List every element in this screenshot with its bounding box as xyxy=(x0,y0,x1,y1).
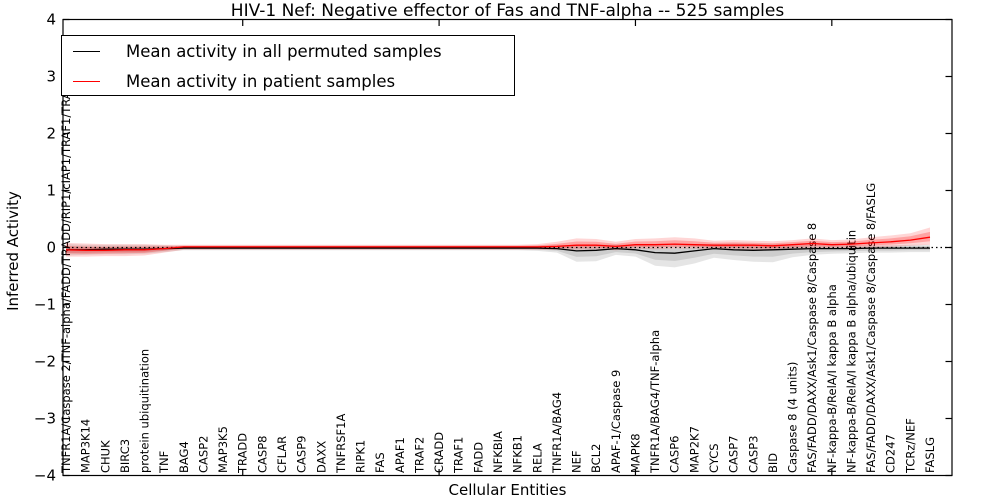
x-tick-label: CASP7 xyxy=(727,436,741,473)
y-tick-label: 4 xyxy=(46,11,56,29)
x-tick-label: NF-kappa-B/RelA/I kappa B alpha xyxy=(825,284,839,473)
x-tick-label: FASLG xyxy=(923,437,937,473)
y-tick-label: −3 xyxy=(34,410,56,428)
x-tick-label: protein ubiquitination xyxy=(138,349,152,473)
patient-band-outer xyxy=(66,227,930,257)
x-tick-label: BCL2 xyxy=(589,444,603,473)
x-tick-label: TNF xyxy=(157,451,171,474)
x-tick-label: CASP2 xyxy=(196,436,210,473)
chart-title: HIV-1 Nef: Negative effector of Fas and … xyxy=(230,1,785,21)
y-tick-label: −2 xyxy=(34,353,56,371)
x-tick-label: CASP3 xyxy=(746,436,760,473)
x-tick-label: TNFR1A/BAG4/TNF-alpha xyxy=(648,330,662,474)
x-tick-label: MAP3K5 xyxy=(216,426,230,473)
x-tick-label: TCRz/NEF xyxy=(903,418,917,474)
x-tick-label: MAP3K14 xyxy=(79,419,93,473)
x-tick-label: BAG4 xyxy=(177,441,191,473)
patient-mean-line xyxy=(65,236,931,251)
x-tick-label: NFKB1 xyxy=(511,435,525,473)
x-tick-label: CASP9 xyxy=(295,436,309,473)
x-axis-label: Cellular Entities xyxy=(448,481,567,499)
x-tick-label: FAS xyxy=(373,452,387,473)
x-tick-label: BIRC3 xyxy=(118,439,132,473)
x-tick-label: NFKBIA xyxy=(491,431,505,473)
x-tick-label: DAXX xyxy=(314,441,328,473)
permuted-band-inner xyxy=(66,246,930,261)
permuted-band-outer xyxy=(66,243,930,268)
x-tick-label: Caspase 8 (4 units) xyxy=(786,362,800,473)
legend-item-permuted: Mean activity in all permuted samples xyxy=(62,37,514,66)
y-tick-label: 2 xyxy=(46,125,56,143)
legend: Mean activity in all permuted samples Me… xyxy=(61,35,515,96)
x-tick-label: TRADD xyxy=(236,433,250,474)
x-tick-label: FAS/FADD/DAXX/Ask1/Caspase 8/Caspase 8/F… xyxy=(864,183,878,473)
legend-label-patient: Mean activity in patient samples xyxy=(126,72,396,91)
x-tick-label: TRAF2 xyxy=(412,437,426,474)
x-tick-label: RELA xyxy=(530,443,544,473)
x-tick-label: CD247 xyxy=(884,434,898,473)
legend-line-permuted xyxy=(73,51,100,52)
y-tick-label: −1 xyxy=(34,296,56,314)
x-tick-label: TNFR1A/Caspase 2/TNF-alpha/FADD/TRADD/RI… xyxy=(59,77,73,474)
x-tick-label: CASP8 xyxy=(255,436,269,473)
y-tick-label: 1 xyxy=(46,182,56,200)
x-tick-label: CRADD xyxy=(432,432,446,473)
x-tick-label: CASP6 xyxy=(668,436,682,473)
x-tick-label: CFLAR xyxy=(275,436,289,473)
x-tick-label: NF-kappa-B/RelA/I kappa B alpha/ubiquiti… xyxy=(844,230,858,473)
x-tick-label: CYCS xyxy=(707,443,721,473)
legend-line-patient xyxy=(73,81,100,82)
x-tick-label: RIPK1 xyxy=(354,440,368,473)
y-axis-label: Inferred Activity xyxy=(4,191,22,311)
legend-item-patient: Mean activity in patient samples xyxy=(62,67,514,96)
x-tick-label: CHUK xyxy=(98,440,112,473)
x-tick-label: APAF1 xyxy=(393,437,407,473)
x-tick-label: APAF-1/Caspase 9 xyxy=(609,370,623,473)
y-tick-label: −4 xyxy=(34,467,56,485)
x-tick-label: NEF xyxy=(570,451,584,473)
x-tick-label: TNFRSF1A xyxy=(334,414,348,474)
y-tick-label: 0 xyxy=(46,239,56,257)
x-tick-label: TRAF1 xyxy=(452,437,466,474)
x-tick-label: FAS/FADD/DAXX/Ask1/Caspase 8/Caspase 8 xyxy=(805,223,819,473)
permuted-mean-line xyxy=(66,247,930,254)
x-tick-label: TNFR1A/BAG4 xyxy=(550,392,564,474)
legend-label-permuted: Mean activity in all permuted samples xyxy=(126,42,442,61)
x-tick-label: MAPK8 xyxy=(628,433,642,473)
x-tick-label: BID xyxy=(766,453,780,473)
y-tick-label: 3 xyxy=(46,68,56,86)
x-tick-label: FADD xyxy=(471,442,485,473)
x-tick-label: MAP2K7 xyxy=(687,426,701,473)
